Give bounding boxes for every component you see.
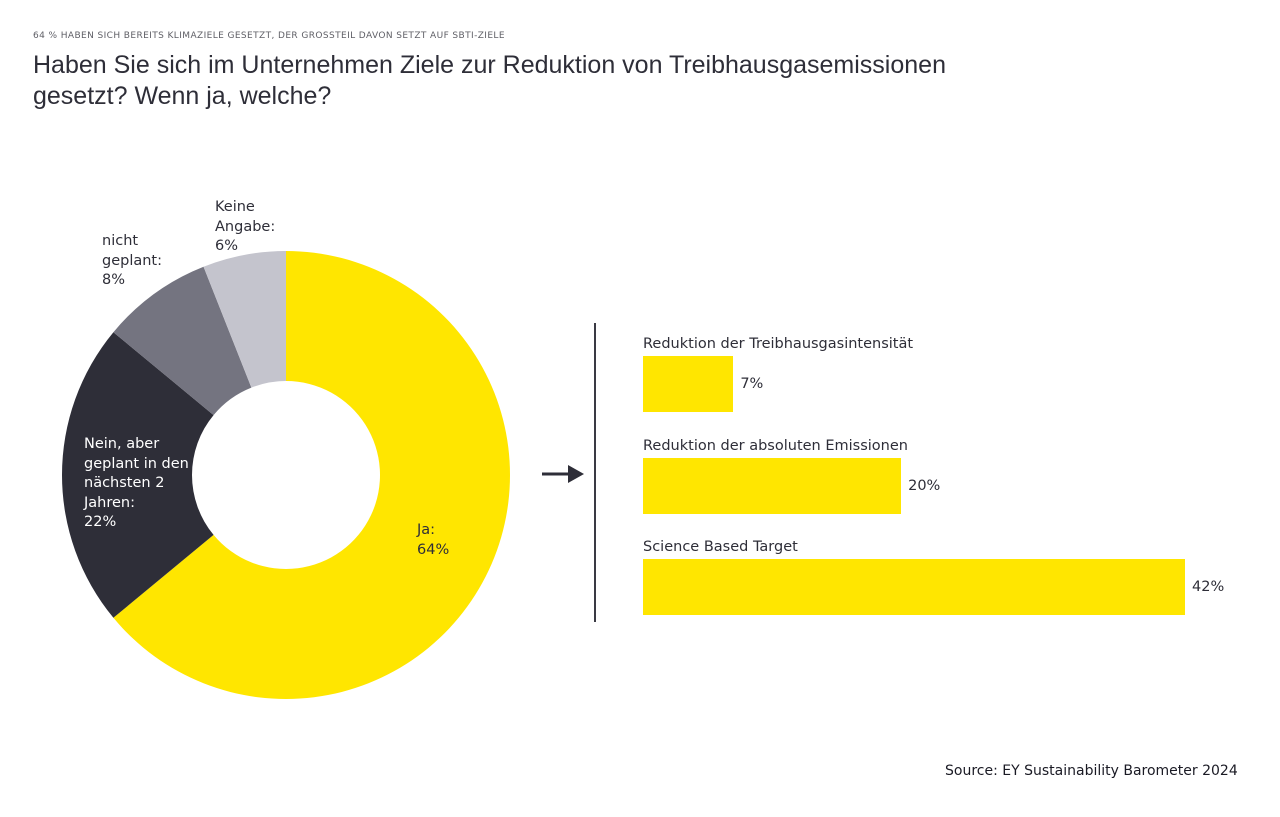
bar-value-label: 20% (908, 478, 941, 494)
slice-name: Nein, aber geplant in den nächsten 2 Jah… (84, 436, 189, 511)
bar-label: Reduktion der absoluten Emissionen (643, 438, 908, 454)
arrow-right-icon (542, 465, 584, 483)
donut-chart (61, 251, 511, 700)
divider-line (594, 323, 596, 622)
chart-title: Haben Sie sich im Unternehmen Ziele zur … (33, 51, 946, 110)
slice-value: 22% (84, 514, 117, 530)
donut-slice-ja (113, 251, 511, 700)
donut-slice-keine-angabe (203, 251, 286, 388)
bar-value-label: 7% (740, 376, 764, 392)
slice-label-nicht-geplant: nicht geplant: 8% (102, 232, 172, 291)
bar (643, 356, 734, 412)
bar (643, 559, 1185, 615)
slice-label-keine-angabe: Keine Angabe: 6% (215, 198, 285, 257)
source-note: Source: EY Sustainability Barometer 2024 (945, 763, 1238, 779)
bar-label: Science Based Target (643, 539, 798, 555)
donut-slice-nein-aber-geplant-in-den-nächsten-2-jahren (61, 332, 214, 618)
slice-value: 6% (215, 238, 239, 254)
slice-name: Ja: (417, 522, 436, 538)
kicker-text: 64 % haben sich bereits Klimaziele geset… (33, 31, 505, 41)
slice-value: 8% (102, 272, 126, 288)
bar-label: Reduktion der Treibhausgasintensität (643, 336, 914, 352)
donut-slice-nicht-geplant (113, 266, 252, 416)
slice-name: nicht geplant: (102, 233, 163, 269)
bar (643, 458, 902, 514)
slice-name: Keine Angabe: (215, 199, 276, 235)
slice-label-ja: Ja: 64% (417, 521, 457, 560)
bar-value-label: 42% (1192, 579, 1225, 595)
slice-value: 64% (417, 541, 450, 558)
slice-label-nein-geplant: Nein, aber geplant in den nächsten 2 Jah… (84, 435, 189, 533)
